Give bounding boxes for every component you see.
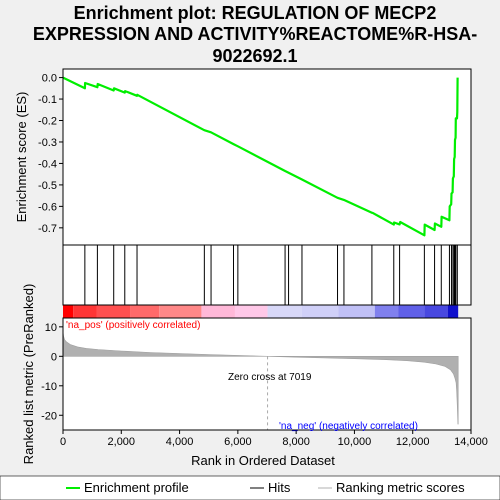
metric-y-ticks: 10 0 -10 -20 bbox=[41, 322, 63, 422]
color-bar-segment bbox=[374, 305, 399, 318]
legend-metric-label: Ranking metric scores bbox=[336, 480, 465, 495]
x-tick-label: 10,000 bbox=[338, 436, 372, 448]
color-bar-segment bbox=[73, 305, 97, 318]
es-y-tick-label: -0.3 bbox=[38, 137, 57, 149]
chart-title-line-3: 9022692.1 bbox=[212, 46, 297, 66]
es-y-tick-label: -0.6 bbox=[38, 201, 57, 213]
color-bar-segment bbox=[424, 305, 448, 318]
zero-cross-label: Zero cross at 7019 bbox=[228, 372, 312, 383]
x-tick-label: 0 bbox=[60, 436, 66, 448]
metric-y-tick-label: -20 bbox=[41, 410, 57, 422]
metric-panel-background bbox=[63, 318, 471, 430]
color-bar-segment bbox=[63, 305, 74, 318]
es-y-axis-label: Enrichment score (ES) bbox=[14, 92, 29, 223]
x-tick-label: 2,000 bbox=[108, 436, 136, 448]
es-y-tick-label: -0.5 bbox=[38, 180, 57, 192]
metric-y-tick-label: -10 bbox=[41, 381, 57, 393]
chart-title-line-1: Enrichment plot: REGULATION OF MECP2 bbox=[74, 3, 437, 23]
color-bar-segment bbox=[201, 305, 235, 318]
color-bar-segment bbox=[96, 305, 131, 318]
color-bar-segment bbox=[301, 305, 339, 318]
color-bar-segment bbox=[159, 305, 202, 318]
x-tick-label: 12,000 bbox=[396, 436, 430, 448]
color-bar-segment bbox=[234, 305, 268, 318]
hit-markers bbox=[84, 245, 458, 305]
color-bar-segment bbox=[267, 305, 302, 318]
color-bar-segment bbox=[447, 305, 459, 318]
x-axis-label: Rank in Ordered Dataset bbox=[191, 453, 335, 468]
legend-es-label: Enrichment profile bbox=[84, 480, 189, 495]
color-bar-segment bbox=[338, 305, 375, 318]
hits-panel-frame bbox=[62, 244, 472, 306]
es-y-tick-label: -0.7 bbox=[38, 223, 57, 235]
negative-correlation-label: 'na_neg' (negatively correlated) bbox=[279, 421, 418, 432]
ranking-metric-area bbox=[62, 331, 459, 430]
x-tick-label: 6,000 bbox=[224, 436, 252, 448]
metric-y-tick-label: 0 bbox=[51, 351, 57, 363]
color-bar-segment bbox=[398, 305, 425, 318]
es-y-tick-label: -0.4 bbox=[38, 158, 57, 170]
x-tick-label: 8,000 bbox=[282, 436, 310, 448]
es-y-tick-label: -0.1 bbox=[38, 94, 57, 106]
x-tick-label: 4,000 bbox=[166, 436, 194, 448]
legend-hits-label: Hits bbox=[268, 480, 291, 495]
x-tick-label: 14,000 bbox=[454, 436, 488, 448]
x-axis-ticks: 0 2,000 4,000 6,000 8,000 10,000 12,000 14,000 bbox=[60, 430, 488, 448]
ranked-color-bar bbox=[63, 305, 459, 318]
es-y-tick-label: 0.0 bbox=[42, 73, 57, 85]
ranking-metric-fill bbox=[62, 331, 459, 425]
es-panel-background bbox=[63, 69, 471, 245]
es-y-ticks: 0.0 -0.1 -0.2 -0.3 -0.4 -0.5 -0.6 -0.7 bbox=[38, 73, 63, 235]
es-line bbox=[62, 76, 459, 237]
metric-panel-frame bbox=[62, 317, 472, 431]
hits-panel-background bbox=[63, 245, 471, 305]
es-line-group bbox=[62, 76, 459, 237]
color-bar-segment bbox=[130, 305, 160, 318]
chart-title-line-2: EXPRESSION AND ACTIVITY%REACTOME%R-HSA- bbox=[33, 24, 477, 44]
positive-correlation-label: 'na_pos' (positively correlated) bbox=[66, 320, 200, 331]
metric-y-axis-label: Ranked list metric (PreRanked) bbox=[21, 284, 36, 465]
es-y-tick-label: -0.2 bbox=[38, 116, 57, 128]
metric-y-tick-label: 10 bbox=[45, 322, 57, 334]
legend: Enrichment profile Hits Ranking metric s… bbox=[0, 475, 500, 500]
